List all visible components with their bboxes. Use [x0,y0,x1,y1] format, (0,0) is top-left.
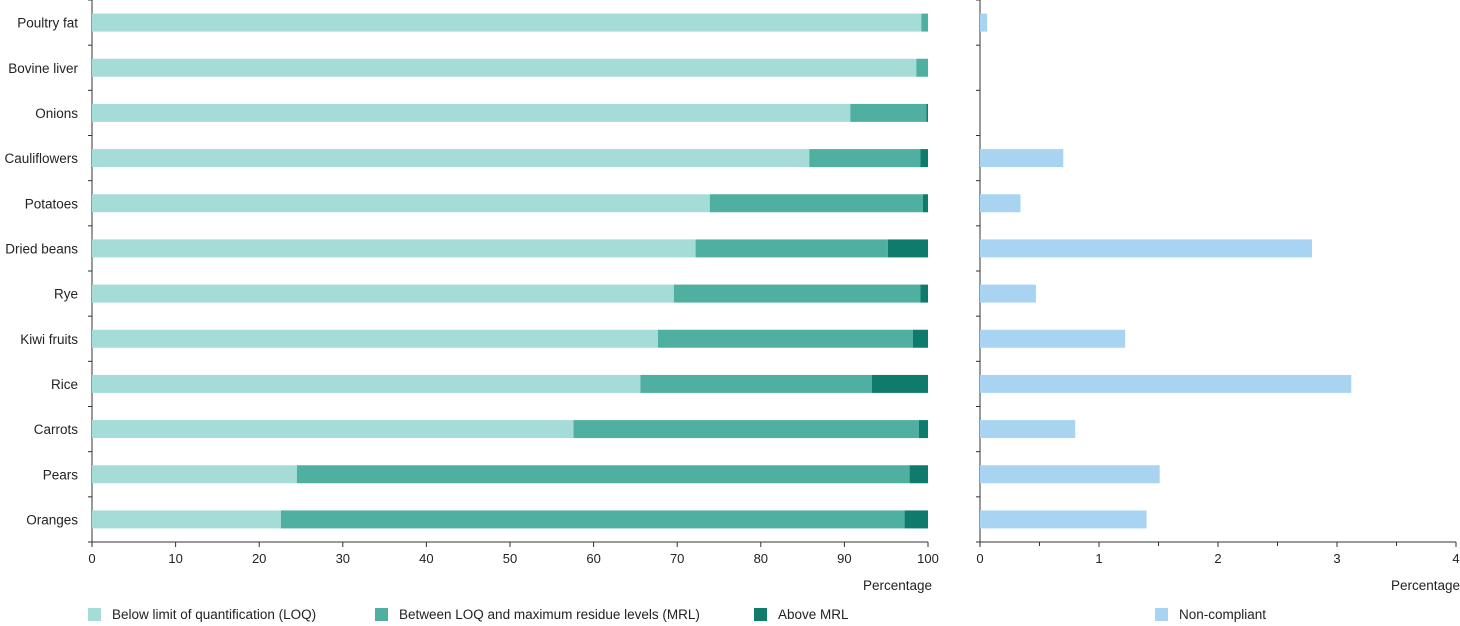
bar-carrots-non-compliant [980,420,1076,439]
bar-kiwi-fruits-below-limit-of-quantification-loq [92,329,658,348]
bar-pears-non-compliant [980,465,1160,484]
left-panel-stacked-bars: 0 10 20 30 40 50 60 70 80 90 100 Percentage Poultry … [4,0,939,593]
left-x-tick-label: 10 [168,551,182,566]
left-x-tick-label: 40 [419,551,433,566]
left-x-tick-label: 60 [586,551,600,566]
legend-item-non-compliant: Non-compliant [1155,607,1266,622]
bar-poultry-fat-below-limit-of-quantification-loq [92,13,922,32]
category-label-pears: Pears [43,467,79,482]
category-label-oranges: Oranges [26,512,78,527]
legend-item-below-loq: Below limit of quantification (LOQ) [88,607,316,622]
category-label-rice: Rice [51,377,78,392]
left-x-tick-label: 70 [670,551,684,566]
left-x-tick-label: 20 [252,551,266,566]
category-label-onions: Onions [35,106,78,121]
bar-rice-non-compliant [980,374,1352,393]
bar-oranges-above-mrl [904,510,928,529]
legend-label-between-loq-mrl: Between LOQ and maximum residue levels (… [399,607,700,622]
left-x-tick-label: 100 [917,551,939,566]
legend-label-non-compliant: Non-compliant [1179,607,1267,622]
category-label-rye: Rye [54,287,78,302]
bar-rye-non-compliant [980,284,1036,303]
bar-potatoes-below-limit-of-quantification-loq [92,194,710,213]
legend-item-between-loq-mrl: Between LOQ and maximum residue levels (… [375,607,700,622]
bar-potatoes-non-compliant [980,194,1021,213]
bar-pears-above-mrl [909,465,928,484]
bar-pears-below-limit-of-quantification-loq [92,465,297,484]
bar-cauliflowers-between-loq-and-maximum-residue-levels-mrl [809,149,921,168]
category-label-poultry-fat: Poultry fat [17,16,78,31]
right-x-tick-label: 2 [1214,551,1221,566]
bar-carrots-between-loq-and-maximum-residue-levels-mrl [573,420,919,439]
right-x-tick-label: 3 [1333,551,1340,566]
bar-rye-between-loq-and-maximum-residue-levels-mrl [673,284,921,303]
right-x-tick-label: 4 [1452,551,1459,566]
bar-rye-below-limit-of-quantification-loq [92,284,674,303]
bar-dried-beans-between-loq-and-maximum-residue-levels-mrl [695,239,888,258]
left-x-axis-title: Percentage [863,578,932,593]
bar-potatoes-between-loq-and-maximum-residue-levels-mrl [709,194,923,213]
bar-poultry-fat-non-compliant [980,13,988,32]
bar-rye-above-mrl [920,284,928,303]
right-x-tick-label: 0 [976,551,983,566]
bar-rice-between-loq-and-maximum-residue-levels-mrl [640,374,872,393]
category-label-dried-beans: Dried beans [5,241,78,256]
bar-cauliflowers-below-limit-of-quantification-loq [92,149,810,168]
chart-area: 0 10 20 30 40 50 60 70 80 90 100PercentagePoultry … [4,0,1460,593]
bar-rice-below-limit-of-quantification-loq [92,374,641,393]
bar-kiwi-fruits-non-compliant [980,329,1126,348]
bar-dried-beans-non-compliant [980,239,1313,258]
bar-dried-beans-above-mrl [887,239,928,258]
bar-kiwi-fruits-above-mrl [912,329,928,348]
category-label-carrots: Carrots [34,422,79,437]
left-x-tick-label: 80 [754,551,768,566]
bar-oranges-between-loq-and-maximum-residue-levels-mrl [280,510,905,529]
bar-onions-above-mrl [926,103,928,122]
category-label-kiwi-fruits: Kiwi fruits [20,332,78,347]
legend-item-above-mrl: Above MRL [754,607,849,622]
bar-bovine-liver-between-loq-and-maximum-residue-levels-mrl [916,58,928,77]
left-x-tick-label: 90 [837,551,851,566]
bar-onions-between-loq-and-maximum-residue-levels-mrl [850,103,927,122]
legend-swatch-above-mrl [754,608,767,621]
legend-swatch-between-loq-mrl [375,608,388,621]
bar-carrots-above-mrl [918,420,928,439]
legend-swatch-non-compliant [1155,608,1168,621]
left-x-tick-label: 50 [503,551,517,566]
bar-onions-below-limit-of-quantification-loq [92,103,851,122]
bar-poultry-fat-between-loq-and-maximum-residue-levels-mrl [921,13,928,32]
category-label-cauliflowers: Cauliflowers [4,151,78,166]
legend-label-below-loq: Below limit of quantification (LOQ) [112,607,317,622]
bar-bovine-liver-below-limit-of-quantification-loq [92,58,917,77]
bar-cauliflowers-non-compliant [980,149,1064,168]
bar-potatoes-above-mrl [922,194,928,213]
bar-rice-above-mrl [871,374,928,393]
right-panel-non-compliant-bars: 0 1 2 3 4 Percentage [976,0,1460,593]
right-x-tick-label: 1 [1095,551,1102,566]
left-x-tick-label: 0 [88,551,95,566]
right-x-axis-title: Percentage [1391,578,1460,593]
category-label-bovine-liver: Bovine liver [8,61,78,76]
bar-carrots-below-limit-of-quantification-loq [92,420,574,439]
bar-dried-beans-below-limit-of-quantification-loq [92,239,696,258]
bar-cauliflowers-above-mrl [920,149,928,168]
legend-swatch-below-loq [88,608,101,621]
bar-kiwi-fruits-between-loq-and-maximum-residue-levels-mrl [657,329,913,348]
bar-oranges-below-limit-of-quantification-loq [92,510,281,529]
category-label-potatoes: Potatoes [25,196,79,211]
bar-pears-between-loq-and-maximum-residue-levels-mrl [296,465,910,484]
legend-label-above-mrl: Above MRL [778,607,849,622]
bar-oranges-non-compliant [980,510,1147,529]
left-x-tick-label: 30 [336,551,350,566]
